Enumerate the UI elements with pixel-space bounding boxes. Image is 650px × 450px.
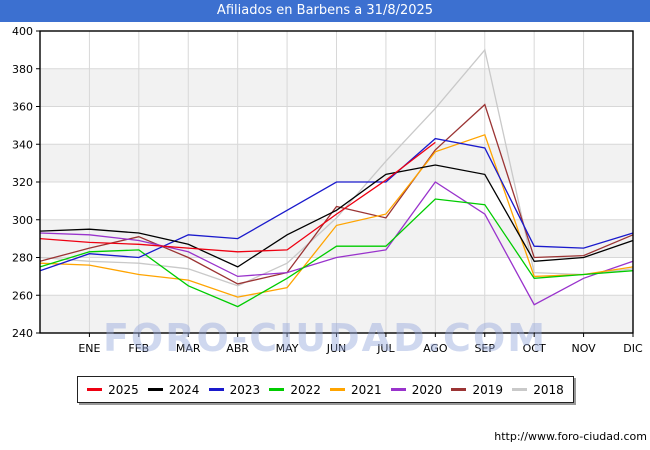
series-line-2018 bbox=[39, 48, 634, 287]
chart-legend: 2025 2024 2023 2022 2021 2020 2019 2018 bbox=[77, 376, 574, 403]
legend-swatch-2023 bbox=[208, 388, 224, 391]
legend-swatch-2021 bbox=[330, 388, 346, 391]
legend-item-2024: 2024 bbox=[147, 382, 200, 397]
legend-label-2018: 2018 bbox=[533, 382, 564, 397]
legend-item-2022: 2022 bbox=[269, 383, 321, 397]
legend-swatch-2019 bbox=[451, 388, 467, 391]
x-tick-label: MAY bbox=[276, 342, 299, 355]
chart-title: Afiliados en Barbens a 31/8/2025 bbox=[216, 3, 434, 18]
source-url: http://www.foro-ciudad.com bbox=[494, 430, 647, 443]
legend-label-2021: 2021 bbox=[351, 382, 382, 397]
y-tick-label: 280 bbox=[12, 252, 33, 265]
x-tick-label: MAR bbox=[176, 342, 201, 355]
x-tick-label: NOV bbox=[571, 342, 596, 355]
legend-item-2020: 2020 bbox=[390, 382, 443, 397]
legend-item-2021: 2021 bbox=[330, 383, 382, 397]
legend-swatch-2024 bbox=[147, 388, 163, 391]
chart-title-bar: Afiliados en Barbens a 31/8/2025 bbox=[0, 0, 650, 22]
legend-swatch-2022 bbox=[269, 388, 285, 391]
y-tick-label: 240 bbox=[12, 327, 33, 340]
legend-item-2023: 2023 bbox=[208, 382, 261, 397]
series-line-2023 bbox=[39, 137, 634, 272]
legend-swatch-2018 bbox=[512, 388, 528, 391]
y-tick-label: 360 bbox=[12, 101, 33, 114]
x-tick-label: OCT bbox=[523, 342, 546, 355]
legend-label-2025: 2025 bbox=[108, 382, 139, 397]
legend-item-2019: 2019 bbox=[451, 383, 503, 397]
legend-swatch-2020 bbox=[390, 388, 406, 391]
series-line-2025 bbox=[39, 141, 436, 253]
legend-label-2023: 2023 bbox=[229, 382, 261, 397]
legend-swatch-2025 bbox=[87, 388, 103, 391]
legend-label-2020: 2020 bbox=[411, 382, 443, 397]
series-line-2021 bbox=[39, 133, 634, 298]
x-tick-label: JUN bbox=[326, 342, 347, 355]
x-tick-label: JUL bbox=[376, 342, 395, 355]
legend-label-2019: 2019 bbox=[472, 382, 504, 397]
series-line-2020 bbox=[39, 181, 634, 306]
y-tick-label: 320 bbox=[12, 176, 33, 189]
x-tick-label: AGO bbox=[423, 342, 448, 355]
x-tick-label: SEP bbox=[474, 342, 495, 355]
series-line-2022 bbox=[39, 198, 634, 308]
y-tick-label: 400 bbox=[12, 25, 33, 38]
y-tick-label: 340 bbox=[12, 138, 33, 151]
legend-label-2022: 2022 bbox=[290, 382, 321, 397]
y-tick-label: 380 bbox=[12, 63, 33, 76]
x-tick-label: FEB bbox=[128, 342, 149, 355]
x-tick-label: ABR bbox=[226, 342, 249, 355]
series-line-2019 bbox=[39, 103, 634, 285]
y-tick-label: 260 bbox=[12, 289, 33, 302]
series-line-2024 bbox=[39, 164, 634, 268]
legend-label-2024: 2024 bbox=[168, 382, 200, 397]
x-tick-label: DIC bbox=[623, 342, 643, 355]
y-tick-label: 300 bbox=[12, 214, 33, 227]
legend-item-2018: 2018 bbox=[512, 383, 564, 397]
x-tick-label: ENE bbox=[78, 342, 100, 355]
legend-item-2025: 2025 bbox=[87, 383, 139, 397]
